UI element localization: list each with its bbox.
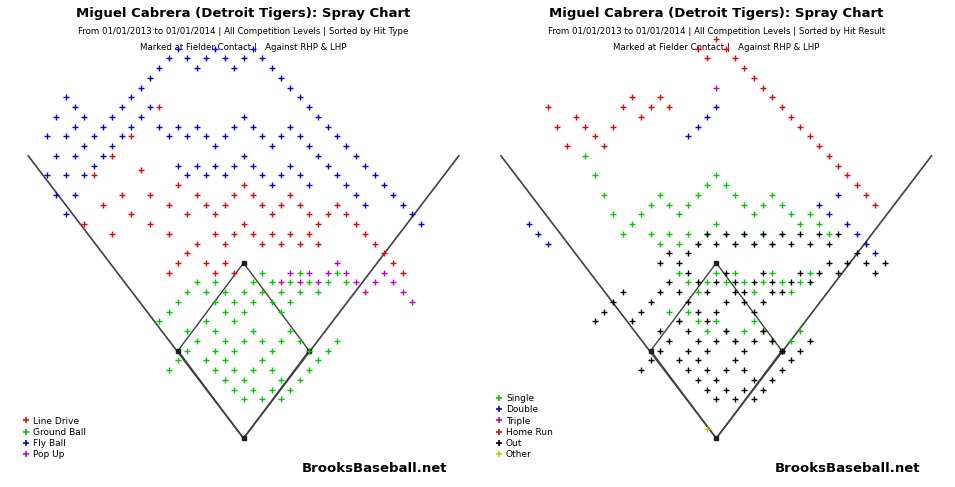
Text: From 01/01/2013 to 01/01/2014 | All Competition Levels | Sorted by Hit Type: From 01/01/2013 to 01/01/2014 | All Comp…: [78, 27, 409, 36]
Text: Marked at Fielder Contact |   Against RHP & LHP: Marked at Fielder Contact | Against RHP …: [140, 43, 347, 52]
Text: Miguel Cabrera (Detroit Tigers): Spray Chart: Miguel Cabrera (Detroit Tigers): Spray C…: [549, 7, 883, 20]
Legend: Line Drive, Ground Ball, Fly Ball, Pop Up: Line Drive, Ground Ball, Fly Ball, Pop U…: [19, 413, 90, 463]
Text: Marked at Fielder Contact |   Against RHP & LHP: Marked at Fielder Contact | Against RHP …: [613, 43, 819, 52]
Legend: Single, Double, Triple, Home Run, Out, Other: Single, Double, Triple, Home Run, Out, O…: [492, 391, 557, 463]
Text: Miguel Cabrera (Detroit Tigers): Spray Chart: Miguel Cabrera (Detroit Tigers): Spray C…: [76, 7, 411, 20]
Text: BrooksBaseball.net: BrooksBaseball.net: [302, 462, 447, 475]
Text: From 01/01/2013 to 01/01/2014 | All Competition Levels | Sorted by Hit Result: From 01/01/2013 to 01/01/2014 | All Comp…: [547, 27, 885, 36]
Text: BrooksBaseball.net: BrooksBaseball.net: [775, 462, 920, 475]
